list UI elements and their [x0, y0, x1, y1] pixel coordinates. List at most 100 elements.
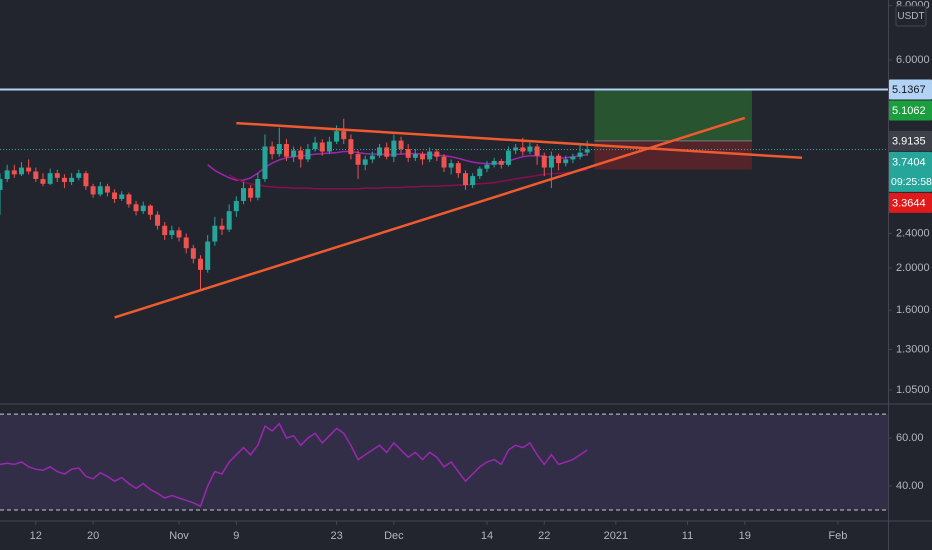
moving-average — [207, 150, 588, 181]
y-tick-label: 6.0000 — [896, 54, 930, 66]
x-tick-label: Dec — [384, 530, 404, 542]
price-label: 3.3644 — [892, 197, 926, 209]
candle-body — [54, 173, 60, 178]
position-loss — [594, 140, 752, 170]
candle-body — [305, 149, 311, 160]
candle-body — [162, 225, 168, 236]
candle-body — [140, 205, 146, 212]
x-tick-label: Nov — [169, 530, 189, 542]
candle-body — [97, 186, 103, 195]
candle-body — [462, 173, 468, 186]
moving-average — [228, 169, 588, 190]
price-label: 3.7404 — [892, 156, 926, 168]
candle-body — [441, 156, 447, 168]
candle-body — [520, 147, 526, 152]
candle-body — [427, 151, 433, 160]
candle-body — [76, 173, 82, 178]
price-label: 3.9135 — [892, 135, 926, 147]
price-label: 5.1367 — [892, 84, 926, 96]
candle-body — [541, 155, 547, 168]
candle-body — [491, 160, 497, 165]
y-tick-label: 2.4000 — [896, 227, 930, 239]
candle-body — [183, 237, 189, 249]
candle-body — [90, 186, 96, 195]
candle-body — [369, 155, 375, 160]
trendline — [236, 121, 803, 160]
candle-body — [40, 179, 46, 184]
rsi-tick-label: 40.00 — [896, 480, 924, 492]
candle-body — [212, 225, 218, 242]
x-tick-label: 19 — [739, 530, 751, 542]
candle-body — [233, 200, 239, 212]
candle-body — [513, 147, 519, 151]
candle-body — [455, 163, 461, 174]
countdown-label: 09:25:58 — [891, 176, 932, 188]
candle-body — [169, 230, 175, 236]
candle-body — [334, 131, 340, 142]
candle-body — [505, 150, 511, 165]
candle-body — [312, 142, 318, 150]
candle-body — [269, 146, 275, 155]
candle-body — [176, 230, 182, 238]
price-label-box — [889, 192, 932, 213]
candle-body — [18, 167, 24, 175]
x-tick-label: 23 — [330, 530, 342, 542]
candle-body — [534, 146, 540, 156]
candle-body — [240, 188, 246, 201]
price-label-box — [889, 130, 932, 151]
candle-body — [133, 204, 139, 212]
candle-body — [291, 150, 297, 157]
candle-body — [298, 150, 304, 160]
candle-body — [190, 248, 196, 259]
candle-body — [398, 140, 404, 150]
candle-body — [563, 159, 569, 164]
candle-body — [556, 155, 562, 164]
candle-body — [319, 142, 325, 152]
trendline — [114, 116, 746, 319]
candle-body — [0, 179, 3, 190]
candle-body — [11, 170, 17, 175]
candle-body — [484, 164, 490, 169]
price-label: 5.1062 — [892, 105, 926, 117]
candle-body — [341, 131, 347, 140]
rsi-band — [0, 414, 888, 510]
candle-body — [391, 140, 397, 157]
x-tick-label: 2021 — [604, 530, 628, 542]
candle-body — [283, 144, 289, 157]
candle-body — [377, 147, 383, 156]
candle-body — [61, 177, 67, 183]
plot-layer — [0, 88, 932, 511]
currency-box — [895, 5, 927, 27]
rsi-line — [0, 422, 588, 508]
candle-body — [384, 147, 390, 157]
candle-body — [4, 170, 10, 180]
candle-body — [412, 154, 418, 158]
candle-body — [448, 163, 454, 168]
candle-body — [248, 188, 254, 198]
price-label-box — [889, 151, 932, 192]
x-tick-label: 20 — [87, 530, 99, 542]
candle-body — [434, 151, 440, 157]
candle-body — [527, 146, 533, 152]
candle-body — [226, 211, 232, 230]
candle-body — [276, 144, 282, 155]
position-profit — [594, 90, 752, 141]
y-tick-label: 1.6000 — [896, 304, 930, 316]
candle-body — [577, 152, 583, 157]
candle-body — [584, 149, 590, 153]
axis-layer: 8.00006.00002.40002.00001.60001.30001.05… — [30, 0, 932, 542]
y-tick-label: 1.0500 — [896, 384, 930, 396]
candle-body — [548, 155, 554, 168]
candle-body — [326, 141, 332, 152]
x-tick-label: 9 — [233, 530, 239, 542]
candle-body — [112, 192, 118, 199]
x-tick-label: Feb — [828, 530, 847, 542]
currency: USDT — [897, 11, 924, 22]
x-tick-label: 22 — [538, 530, 550, 542]
candle-body — [362, 159, 368, 165]
candle-body — [355, 154, 361, 165]
candle-body — [498, 160, 504, 165]
price-label-box — [889, 100, 932, 121]
